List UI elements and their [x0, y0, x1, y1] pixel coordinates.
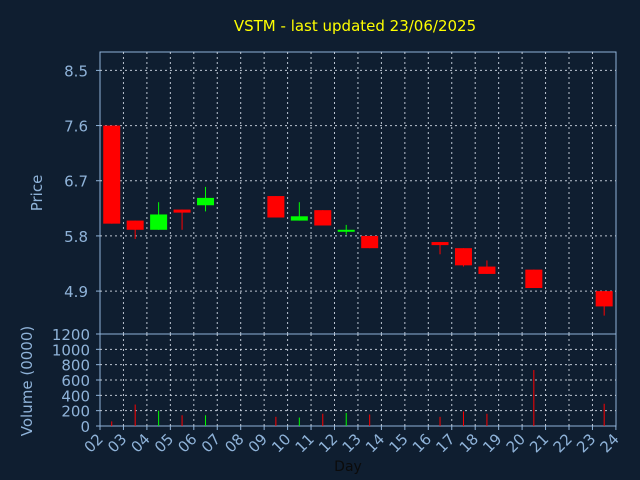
x-tick-label: 22 [550, 430, 576, 456]
price-tick-label: 5.8 [64, 228, 88, 246]
candle-body [103, 125, 121, 224]
x-tick-label: 11 [292, 430, 318, 456]
x-tick-label: 14 [362, 430, 388, 456]
candle-body [267, 196, 285, 218]
x-tick-label: 13 [339, 430, 365, 456]
volume-tick-label: 400 [61, 387, 90, 405]
volume-tick-label: 1200 [52, 326, 90, 344]
x-tick-label: 07 [198, 430, 224, 456]
candle-body [478, 266, 496, 274]
candle-body [525, 269, 543, 289]
x-tick-label: 18 [456, 430, 482, 456]
candle-body [431, 242, 449, 246]
candle-body [173, 209, 191, 213]
x-tick-label: 05 [151, 430, 177, 456]
x-axis-label: Day [334, 459, 362, 475]
volume-tick-label: 800 [61, 357, 90, 375]
price-tick-label: 6.7 [64, 173, 88, 191]
candlesticks [103, 125, 613, 316]
price-tick-label: 4.9 [64, 283, 88, 301]
x-axis-ticks: 0203040506070809101112131415161718192021… [81, 426, 623, 456]
price-panel: 8.5 7.6 6.7 5.8 4.9 Price [28, 51, 617, 335]
x-tick-label: 08 [221, 430, 247, 456]
x-tick-label: 21 [526, 430, 552, 456]
price-y-ticks: 8.5 7.6 6.7 5.8 4.9 [64, 62, 100, 301]
x-tick-label: 17 [432, 430, 458, 456]
x-tick-label: 23 [573, 430, 599, 456]
price-tick-label: 7.6 [64, 118, 88, 136]
candle-body [150, 214, 168, 230]
candle-body [314, 210, 332, 226]
x-tick-label: 03 [104, 430, 130, 456]
x-tick-label: 06 [174, 430, 200, 456]
volume-tick-label: 200 [61, 403, 90, 421]
price-tick-label: 8.5 [64, 62, 88, 80]
price-grid [100, 52, 616, 334]
volume-axis-label: Volume (0000) [18, 326, 36, 436]
candle-body [126, 220, 144, 230]
x-tick-label: 09 [245, 430, 271, 456]
x-tick-label: 16 [409, 430, 435, 456]
volume-tick-label: 600 [61, 372, 90, 390]
price-axis-label: Price [28, 175, 46, 212]
candle-body [361, 235, 379, 249]
x-tick-label: 19 [479, 430, 505, 456]
candle-body [595, 291, 613, 307]
volume-tick-label: 0 [80, 418, 90, 436]
x-tick-label: 15 [385, 430, 411, 456]
x-tick-label: 24 [596, 430, 622, 456]
volume-bars [111, 370, 605, 426]
candle-body [290, 216, 308, 221]
volume-tick-label: 1000 [52, 341, 90, 359]
candle-body [197, 197, 215, 206]
x-tick-label: 10 [268, 430, 294, 456]
x-tick-label: 12 [315, 430, 341, 456]
chart-title: VSTM - last updated 23/06/2025 [234, 17, 476, 35]
candle-body [454, 248, 472, 266]
x-tick-label: 20 [503, 430, 529, 456]
candle-body [337, 229, 355, 232]
volume-grid [100, 334, 616, 426]
x-tick-label: 04 [127, 430, 153, 456]
